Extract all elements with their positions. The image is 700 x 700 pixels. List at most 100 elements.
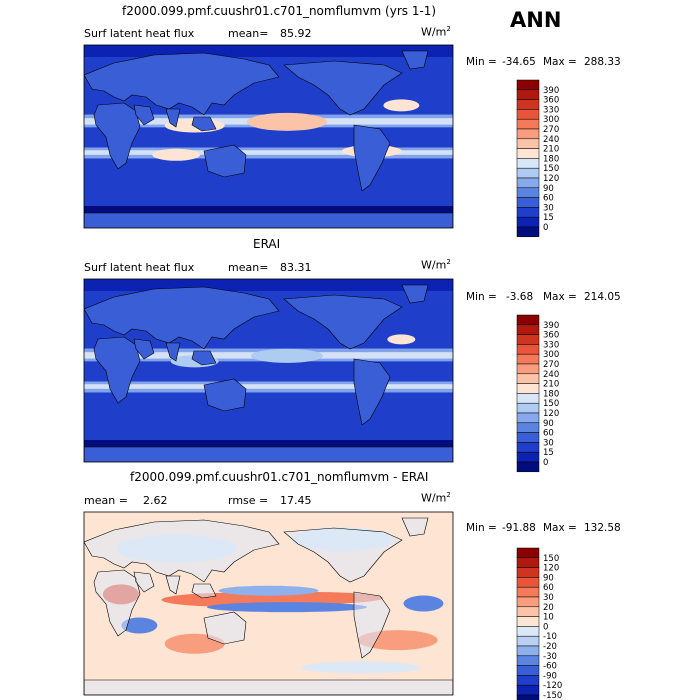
colorbar-tick-label: 60 bbox=[543, 429, 554, 439]
colorbar-swatch bbox=[516, 635, 540, 647]
map-fill bbox=[84, 45, 453, 228]
continent-outline bbox=[84, 286, 280, 350]
colorbar-tick-label: 150 bbox=[543, 164, 559, 174]
continent-outline bbox=[165, 342, 181, 362]
colorbar-tick-label: 270 bbox=[543, 360, 559, 370]
colorbar-tick-label: 150 bbox=[543, 399, 559, 409]
units-label: W/m2 bbox=[421, 258, 451, 272]
colorbar-tick-label: 300 bbox=[543, 115, 559, 125]
continent-outline bbox=[84, 679, 453, 695]
colorbar-tick-label: 30 bbox=[543, 593, 554, 603]
colorbar-swatch bbox=[516, 461, 540, 473]
colorbar-swatch bbox=[516, 344, 540, 355]
colorbar-tick-label: 180 bbox=[543, 154, 559, 164]
colorbar-tick-label: 390 bbox=[543, 86, 559, 96]
max-label: Max = bbox=[543, 522, 577, 534]
colorbar-tick-label: 15 bbox=[543, 213, 554, 223]
colorbar-tick-label: 15 bbox=[543, 448, 554, 458]
continent-outline bbox=[84, 212, 453, 228]
flux-hotspot bbox=[152, 148, 201, 161]
map-panel bbox=[83, 278, 454, 463]
colorbar-tick-label: 270 bbox=[543, 125, 559, 135]
mean-label: mean= bbox=[228, 261, 269, 274]
max-value: 132.58 bbox=[584, 522, 621, 534]
panel-title: ERAI bbox=[253, 237, 281, 251]
colorbar-tick-label: 0 bbox=[543, 458, 548, 468]
colorbar-tick-label: 210 bbox=[543, 145, 559, 155]
colorbar-tick-label: 20 bbox=[543, 603, 554, 613]
anomaly-region bbox=[218, 585, 319, 596]
colorbar-tick-label: 0 bbox=[543, 622, 548, 632]
flux-hotspot bbox=[246, 112, 327, 131]
units-label: W/m2 bbox=[421, 25, 451, 39]
flux-hotspot bbox=[383, 99, 420, 112]
continent-outline bbox=[283, 60, 403, 116]
colorbar-swatch bbox=[516, 694, 540, 700]
continent-outline bbox=[401, 284, 429, 304]
colorbar-swatch bbox=[516, 334, 540, 345]
continent-outline bbox=[93, 336, 141, 404]
colorbar-tick-label: -10 bbox=[543, 632, 557, 642]
continent-outline bbox=[203, 378, 247, 412]
colorbar-swatch bbox=[516, 422, 540, 433]
polar-band bbox=[84, 45, 453, 57]
mean-value: 85.92 bbox=[280, 27, 312, 40]
continent-outline bbox=[203, 611, 247, 645]
colorbar-swatch bbox=[516, 314, 540, 326]
colorbar-swatch bbox=[516, 109, 540, 120]
colorbar-tick-label: -90 bbox=[543, 671, 557, 681]
colorbar-swatch bbox=[516, 626, 540, 637]
colorbar-swatch bbox=[516, 616, 540, 627]
colorbar-tick-label: 90 bbox=[543, 184, 554, 194]
continent-outline bbox=[165, 575, 181, 595]
colorbar-tick-label: 120 bbox=[543, 409, 559, 419]
anomaly-region bbox=[121, 617, 158, 634]
max-value: 288.33 bbox=[584, 56, 621, 68]
colorbar-tick-label: -150 bbox=[543, 691, 562, 700]
colorbar-swatch bbox=[516, 79, 540, 91]
continent-outline bbox=[191, 116, 217, 132]
max-label: Max = bbox=[543, 291, 577, 303]
colorbar-swatch bbox=[516, 665, 540, 676]
continent-outline bbox=[353, 591, 391, 659]
colorbar-swatch bbox=[516, 138, 540, 149]
colorbar-swatch bbox=[516, 383, 540, 394]
colorbar-swatch bbox=[516, 207, 540, 218]
continent-outline bbox=[84, 519, 280, 583]
colorbar-swatch bbox=[516, 675, 540, 686]
map-fill bbox=[84, 512, 453, 695]
anomaly-region bbox=[300, 661, 421, 674]
colorbar-tick-label: -120 bbox=[543, 681, 562, 691]
colorbar-swatch bbox=[516, 128, 540, 140]
colorbar-tick-label: 240 bbox=[543, 135, 559, 145]
season-label: ANN bbox=[510, 8, 562, 32]
colorbar-tick-label: 60 bbox=[543, 583, 554, 593]
min-label: Min = bbox=[466, 291, 497, 303]
colorbar-tick-label: 390 bbox=[543, 321, 559, 331]
min-value: -34.65 bbox=[502, 56, 536, 68]
continent-outline bbox=[401, 517, 429, 537]
colorbar-tick-label: 30 bbox=[543, 438, 554, 448]
anomaly-region bbox=[403, 595, 444, 612]
max-value: 214.05 bbox=[584, 291, 621, 303]
colorbar-swatch bbox=[516, 99, 540, 110]
colorbar-tick-label: 210 bbox=[543, 380, 559, 390]
colorbar-swatch bbox=[516, 167, 540, 179]
continent-outline bbox=[84, 52, 280, 116]
colorbar-swatch bbox=[516, 442, 540, 453]
colorbar-swatch bbox=[516, 451, 540, 463]
panel-title: f2000.099.pmf.cuushr01.c701_nomflumvm - … bbox=[130, 470, 429, 484]
colorbar-swatch bbox=[516, 557, 540, 568]
min-label: Min = bbox=[466, 522, 497, 534]
map-panel bbox=[83, 511, 454, 696]
colorbar-tick-label: -60 bbox=[543, 662, 557, 672]
field-label: Surf latent heat flux bbox=[84, 261, 195, 274]
colorbar-tick-label: 90 bbox=[543, 419, 554, 429]
colorbar-swatch bbox=[516, 645, 540, 657]
rmse-label: rmse = bbox=[228, 494, 269, 507]
min-value: -3.68 bbox=[506, 291, 534, 303]
colorbar-tick-label: 120 bbox=[543, 174, 559, 184]
colorbar-tick-label: 330 bbox=[543, 340, 559, 350]
colorbar-swatch bbox=[516, 432, 540, 443]
